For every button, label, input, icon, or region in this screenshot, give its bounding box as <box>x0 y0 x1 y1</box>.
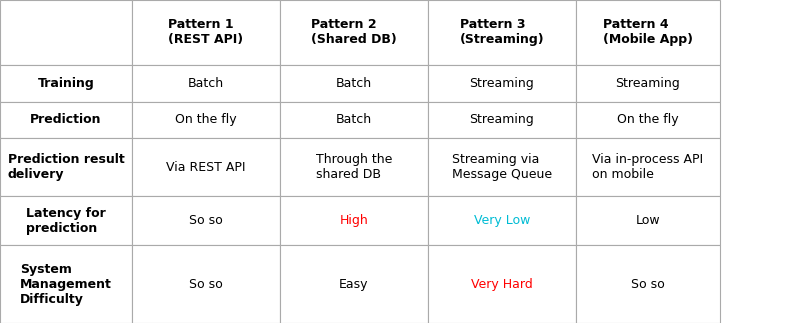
Text: Prediction: Prediction <box>30 113 102 127</box>
Bar <box>132 101 280 139</box>
Bar <box>428 0 576 65</box>
Text: Easy: Easy <box>339 278 369 291</box>
Text: Batch: Batch <box>188 77 224 89</box>
Text: Training: Training <box>38 77 94 89</box>
Text: Through the
shared DB: Through the shared DB <box>316 153 392 181</box>
Text: Streaming: Streaming <box>616 77 680 89</box>
Bar <box>428 245 576 323</box>
Text: On the fly: On the fly <box>175 113 237 127</box>
Bar <box>428 139 576 196</box>
Bar <box>576 245 720 323</box>
Bar <box>576 196 720 245</box>
Bar <box>132 196 280 245</box>
Text: Latency for
prediction: Latency for prediction <box>26 207 106 234</box>
Bar <box>428 65 576 101</box>
Bar <box>428 101 576 139</box>
Text: System
Management
Difficulty: System Management Difficulty <box>20 263 112 306</box>
Bar <box>0 245 132 323</box>
Text: Streaming: Streaming <box>470 77 534 89</box>
Bar <box>280 139 428 196</box>
Bar <box>132 245 280 323</box>
Bar <box>0 196 132 245</box>
Text: So so: So so <box>189 214 223 227</box>
Bar <box>280 0 428 65</box>
Bar <box>576 101 720 139</box>
Bar <box>576 65 720 101</box>
Bar <box>576 139 720 196</box>
Text: Streaming: Streaming <box>470 113 534 127</box>
Bar <box>428 196 576 245</box>
Text: Pattern 4
(Mobile App): Pattern 4 (Mobile App) <box>603 18 693 46</box>
Bar <box>280 101 428 139</box>
Text: Pattern 1
(REST API): Pattern 1 (REST API) <box>169 18 243 46</box>
Text: Pattern 2
(Shared DB): Pattern 2 (Shared DB) <box>311 18 397 46</box>
Text: Batch: Batch <box>336 113 372 127</box>
Text: Pattern 3
(Streaming): Pattern 3 (Streaming) <box>460 18 544 46</box>
Bar <box>280 196 428 245</box>
Text: So so: So so <box>631 278 665 291</box>
Text: Via in-process API
on mobile: Via in-process API on mobile <box>593 153 703 181</box>
Bar <box>132 65 280 101</box>
Text: Prediction result
delivery: Prediction result delivery <box>8 153 124 181</box>
Text: High: High <box>340 214 368 227</box>
Bar <box>0 0 132 65</box>
Bar <box>132 139 280 196</box>
Text: Via REST API: Via REST API <box>166 161 246 173</box>
Text: Very Low: Very Low <box>474 214 530 227</box>
Text: Very Hard: Very Hard <box>471 278 533 291</box>
Bar <box>576 0 720 65</box>
Text: Low: Low <box>636 214 660 227</box>
Bar <box>132 0 280 65</box>
Text: Streaming via
Message Queue: Streaming via Message Queue <box>452 153 552 181</box>
Text: On the fly: On the fly <box>617 113 679 127</box>
Bar <box>280 65 428 101</box>
Bar <box>0 101 132 139</box>
Text: Batch: Batch <box>336 77 372 89</box>
Text: So so: So so <box>189 278 223 291</box>
Bar <box>0 139 132 196</box>
Bar <box>280 245 428 323</box>
Bar <box>0 65 132 101</box>
